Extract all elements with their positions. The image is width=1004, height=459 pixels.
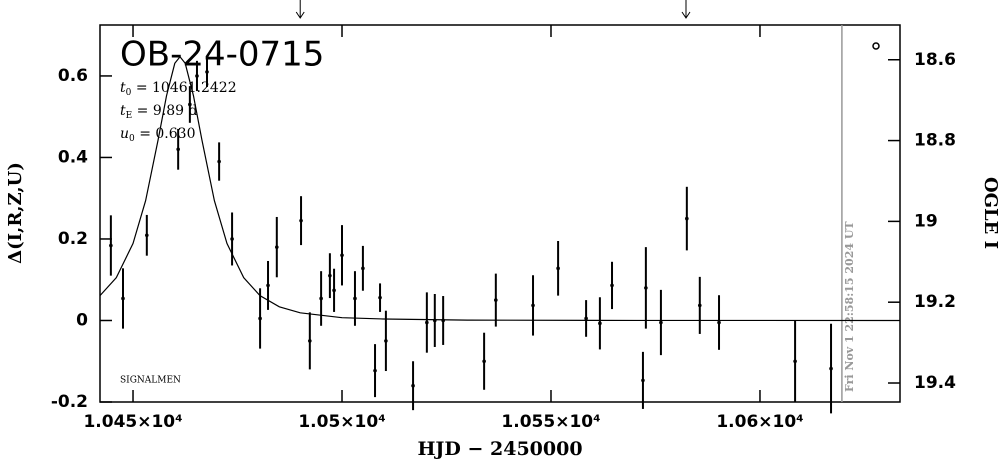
parameter-symbol: u [120,126,129,142]
chart-title: OB-24-0715 [120,35,324,75]
y-axis-label: Δ(I,R,Z,U) [5,162,26,264]
timestamp: Fri Nov 1 22:58:15 2024 UT [843,221,856,392]
parameter-symbol: t [120,103,126,119]
data-point [425,320,429,325]
data-point [299,218,303,223]
parameter-value: = 10461.2422 [131,80,236,96]
data-point [109,243,113,248]
data-point [258,316,262,321]
data-point [217,159,221,164]
parameter-symbol: t [120,80,126,96]
data-point [275,245,279,249]
y2-axis-label: OGLE I [980,177,1001,249]
data-point [584,316,588,321]
parameter: t0 = 10461.2422 [120,80,237,98]
data-point [319,296,323,301]
data-point [353,296,357,301]
parameter-subscript: E [126,111,133,121]
y-tick-label: 0 [76,310,88,330]
plot-frame [99,24,901,403]
data-point [659,320,663,325]
y2-tick-label: 18.6 [914,50,956,70]
parameter-subscript: 0 [129,134,135,144]
data-point [328,273,332,278]
data-point [145,233,149,238]
parameter: u0 = 0.630 [120,126,195,144]
credit: SIGNALMEN [120,376,181,386]
data-point [556,266,560,271]
y-tick-label: 0.6 [58,66,88,86]
model-curve [99,55,901,322]
data-point [482,359,486,364]
data-point [432,318,437,323]
y2-tick-label: 19.2 [914,292,956,312]
data-point [531,303,535,308]
data-point [205,70,209,74]
data-point [644,286,648,290]
arrow [295,0,305,19]
data-point [610,283,614,288]
parameter-value: = 9.89 d [132,103,197,119]
data-point [641,378,645,383]
x-tick-label: 1.05×10⁴ [298,412,385,432]
data-point [188,102,192,107]
data-point [230,237,234,241]
data-point [717,320,721,325]
y-tick-label: 0.2 [58,229,88,249]
x-tick-label: 1.06×10⁴ [716,412,803,432]
data-point [494,298,498,302]
data-point [384,339,388,343]
x-axis-label: HJD − 2450000 [417,438,582,459]
data-point [195,74,199,78]
marker-symbol [872,42,880,50]
y2-tick-label: 19 [914,211,938,231]
parameter-value: = 0.630 [135,126,196,142]
data-point [373,368,377,373]
x-tick-label: 1.045×10⁴ [83,412,182,432]
data-point [266,283,270,288]
parameter-subscript: 0 [126,88,132,98]
data-point [598,321,602,326]
data-point [308,339,312,343]
data-point [411,383,415,388]
y2-tick-label: 19.4 [914,373,956,393]
data-point [829,366,833,371]
data-point [332,288,336,293]
data-point [121,296,125,301]
data-point [176,147,180,152]
y-tick-label: 0.4 [58,147,88,167]
arrow [681,0,691,19]
data-point [378,295,382,300]
data-point [697,303,702,308]
data-point [685,216,689,221]
x-tick-label: 1.055×10⁴ [501,412,600,432]
data-point [340,253,344,258]
parameter: tE = 9.89 d [120,103,197,121]
y-tick-label: -0.2 [51,392,88,412]
y2-tick-label: 18.8 [914,131,956,151]
data-point [793,359,797,364]
data-point [441,318,445,323]
data-point [361,266,365,271]
